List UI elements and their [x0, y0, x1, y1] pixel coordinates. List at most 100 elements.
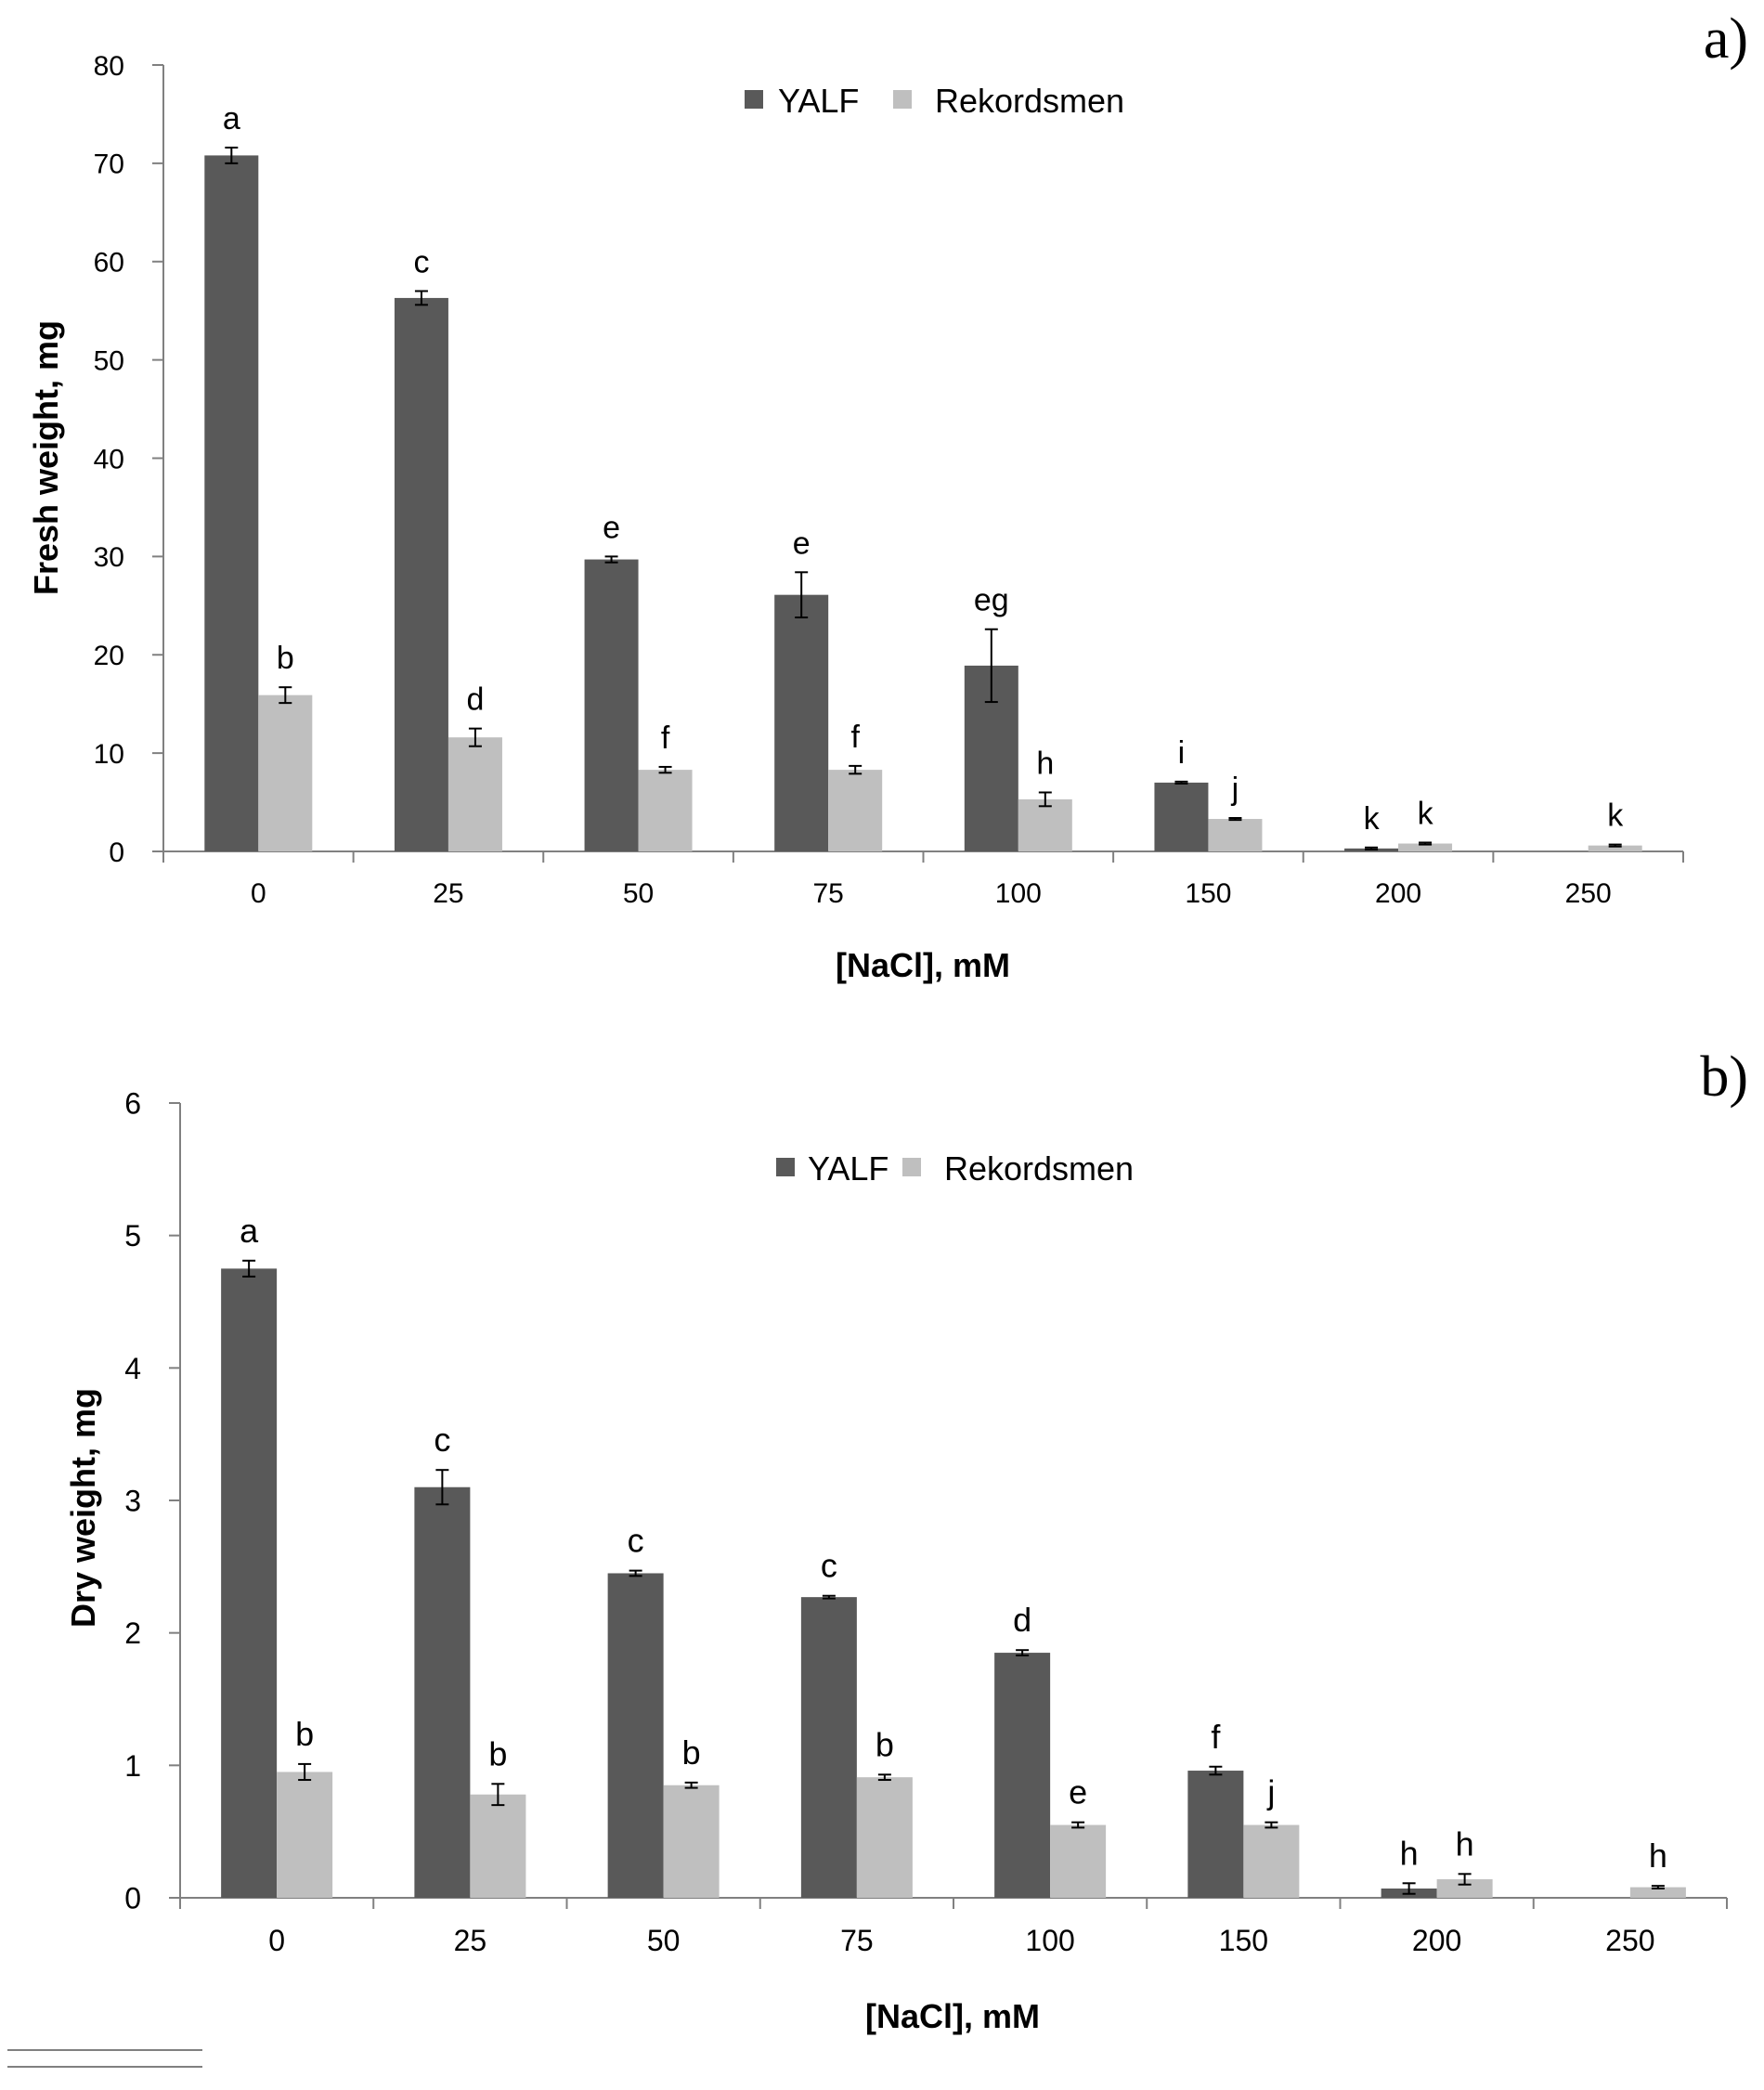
panel-a-legend: YALF Rekordsmen: [745, 82, 1124, 120]
panel-a-significance-letter: e: [793, 526, 811, 561]
panel-a-significance-letter: eg: [974, 583, 1009, 618]
panel-a-legend-label-yalf: YALF: [778, 82, 859, 120]
panel-b-x-tick-label: 0: [268, 1924, 285, 1957]
panel-a-bar-yalf-150: [1154, 782, 1209, 851]
panel-a-significance-letter: f: [850, 720, 860, 755]
panel-b-error-bar-rekordsmen-75: [877, 1773, 891, 1782]
panel-a-bar-rekordsmen-75: [828, 770, 883, 851]
panel-b-legend: YALF Rekordsmen: [776, 1149, 1134, 1188]
panel-a-error-bar-rekordsmen-100: [1038, 791, 1052, 808]
panel-b-bar-rekordsmen-250: [1629, 1887, 1686, 1898]
panel-b-significance-letter: b: [295, 1715, 314, 1753]
panel-a-significance-letter: k: [1607, 798, 1624, 834]
panel-b-y-tick-label: 1: [124, 1749, 141, 1783]
panel-a-significance-letter: c: [413, 245, 429, 280]
panel-a-significance-letter: k: [1364, 801, 1381, 837]
panel-b-x-tick-label: 100: [1025, 1924, 1074, 1957]
panel-b-error-bar-rekordsmen-100: [1071, 1821, 1085, 1829]
panel-b-x-tick-label: 50: [647, 1924, 681, 1957]
panel-a-bar-rekordsmen-250: [1588, 845, 1642, 851]
panel-b-error-bar-yalf-75: [822, 1594, 836, 1600]
panel-b-significance-letter: f: [1211, 1718, 1221, 1756]
panel-a-error-bar-rekordsmen-75: [849, 764, 863, 775]
panel-b-significance-letter: b: [876, 1725, 894, 1763]
panel-b-error-bar-yalf-50: [629, 1569, 642, 1577]
panel-a-significance-letter: f: [661, 720, 670, 756]
panel-b-error-bar-rekordsmen-0: [298, 1762, 312, 1782]
panel-a-legend-swatch-rekordsmen: [893, 90, 912, 109]
panel-a-bar-rekordsmen-100: [1018, 798, 1072, 851]
panel-b-legend-swatch-rekordsmen: [902, 1158, 921, 1176]
panel-b-bar-yalf-150: [1187, 1771, 1244, 1898]
panel-b-bar-rekordsmen-25: [470, 1794, 526, 1898]
panel-b-x-tick-label: 200: [1412, 1924, 1461, 1957]
panel-b-y-tick-label: 4: [124, 1352, 141, 1385]
panel-a-significance-letter: b: [277, 641, 294, 676]
panel-a-x-tick-label: 150: [1185, 878, 1231, 909]
panel-b-significance-letter: c: [434, 1421, 450, 1459]
panel-a-bar-rekordsmen-150: [1208, 819, 1263, 851]
panel-b-error-bar-yalf-0: [242, 1259, 256, 1278]
panel-a-legend-swatch-yalf: [745, 90, 763, 109]
panel-a-significance-letter: d: [466, 682, 484, 718]
panel-b-x-tick-label: 150: [1219, 1924, 1268, 1957]
panel-a-y-tick-label: 80: [94, 51, 124, 82]
panel-a-significance-letter: i: [1178, 735, 1186, 771]
panel-a-x-tick-label: 75: [813, 878, 844, 909]
panel-b-x-axis-title: [NaCl], mM: [865, 1997, 1040, 2035]
panel-a-bar-rekordsmen-200: [1398, 843, 1453, 851]
panel-b-significance-letter: d: [1013, 1601, 1031, 1639]
panel-a-x-tick-label: 0: [251, 878, 266, 909]
panel-a-y-tick-label: 50: [94, 345, 124, 376]
panel-b-error-bar-yalf-150: [1209, 1765, 1223, 1776]
panel-b-bar-rekordsmen-200: [1436, 1879, 1493, 1898]
panel-b-error-bar-rekordsmen-25: [491, 1783, 505, 1807]
panel-b-bar-yalf-50: [607, 1573, 664, 1898]
panel-a-y-tick-label: 40: [94, 444, 124, 474]
panel-b-significance-letter: h: [1400, 1834, 1419, 1872]
panel-a-fresh-weight-chart: a) YALF Rekordsmen 0 10 20 30 40 50 60 70 80 0 25 5…: [27, 7, 1748, 984]
panel-a-bar-rekordsmen-0: [258, 695, 313, 851]
panel-b-dry-weight-chart: b) YALF Rekordsmen 0 1 2 3 4 5 6 0 25 50 75 100 150 2…: [64, 1045, 1748, 2035]
panel-a-bar-yalf-75: [774, 594, 829, 851]
panel-b-bar-rekordsmen-50: [663, 1785, 720, 1898]
panel-a-bar-yalf-50: [584, 559, 639, 851]
panel-a-x-axis-title: [NaCl], mM: [836, 946, 1010, 984]
panel-a-error-bar-rekordsmen-50: [658, 765, 672, 774]
panel-a-significance-letter: h: [1036, 746, 1054, 781]
panel-a-error-bar-yalf-200: [1365, 846, 1379, 850]
panel-b-bar-yalf-100: [994, 1653, 1051, 1898]
panel-b-plot-area: 0 1 2 3 4 5 6 0 25 50 75 100 150 200 250 a c c c d f h b b b b e j h…: [124, 1087, 1728, 1957]
panel-b-error-bar-yalf-200: [1402, 1882, 1416, 1895]
panel-a-error-bar-yalf-75: [795, 571, 809, 619]
panel-a-y-tick-label: 20: [94, 641, 124, 671]
panel-b-significance-letter: a: [240, 1212, 259, 1250]
panel-b-error-bar-rekordsmen-200: [1458, 1873, 1472, 1886]
panel-a-error-bar-yalf-25: [414, 290, 428, 306]
panel-a-significance-letter: k: [1418, 796, 1434, 831]
panel-b-legend-label-rekordsmen: Rekordsmen: [944, 1149, 1134, 1188]
panel-b-bar-yalf-75: [800, 1597, 857, 1898]
panel-a-error-bar-yalf-100: [984, 628, 998, 704]
panel-b-x-tick-label: 250: [1605, 1924, 1654, 1957]
panel-a-x-tick-label: 250: [1565, 878, 1612, 909]
panel-b-bar-rekordsmen-75: [856, 1777, 913, 1898]
panel-b-significance-letter: h: [1649, 1837, 1667, 1875]
panel-a-error-bar-yalf-0: [225, 146, 239, 164]
panel-b-y-tick-label: 5: [124, 1219, 141, 1253]
panel-a-error-bar-rekordsmen-25: [468, 727, 482, 747]
panel-b-significance-letter: j: [1266, 1773, 1275, 1811]
panel-b-error-bar-yalf-25: [435, 1469, 449, 1506]
panel-a-error-bar-rekordsmen-200: [1419, 841, 1433, 846]
panel-b-y-axis-title: Dry weight, mg: [64, 1388, 102, 1628]
panel-b-significance-letter: e: [1069, 1773, 1087, 1811]
panel-b-y-tick-label: 0: [124, 1882, 141, 1915]
panel-a-error-bar-yalf-50: [604, 555, 618, 564]
panel-b-bar-rekordsmen-0: [277, 1772, 333, 1898]
panel-a-plot-area: 0 10 20 30 40 50 60 70 80 0 25 50 75 100 150 200 250 a c e e…: [94, 51, 1684, 909]
panel-a-legend-label-rekordsmen: Rekordsmen: [935, 82, 1124, 120]
panel-a-error-bar-yalf-150: [1174, 780, 1188, 785]
panel-b-significance-letter: b: [682, 1733, 701, 1772]
panel-b-bar-yalf-25: [414, 1486, 471, 1898]
